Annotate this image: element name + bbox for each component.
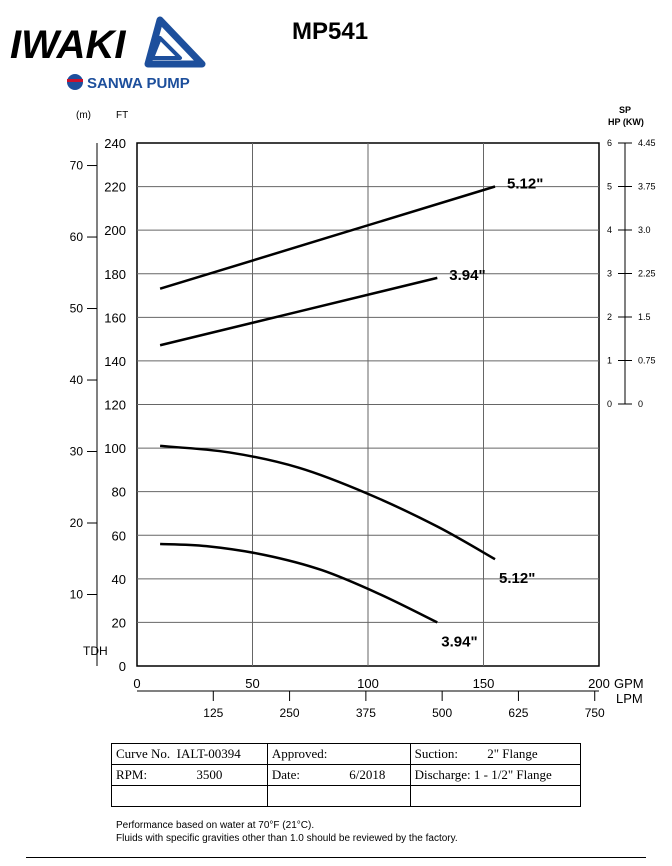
y-tick-label-ft: 20: [112, 615, 126, 630]
y-tick-label-m: 70: [70, 159, 84, 173]
suction-cell: Suction: 2" Flange: [409, 743, 582, 765]
brand-name: IWAKI: [10, 23, 126, 67]
rpm-value: 3500: [196, 767, 223, 782]
y-tick-label-ft: 100: [104, 441, 126, 456]
y-tick-label-m: 30: [70, 445, 84, 459]
date-label: Date:: [271, 767, 300, 782]
curve-label: 3.94": [441, 633, 477, 650]
y-tick-label-ft: 220: [104, 180, 126, 195]
hp-tick-label: 0: [607, 399, 612, 409]
kw-tick-label: 4.45: [638, 138, 656, 148]
discharge-label: Discharge:: [414, 767, 471, 782]
right-label-hp: HP (KW): [608, 117, 644, 127]
hp-tick-label: 2: [607, 312, 612, 322]
y-tick-label-ft: 0: [119, 659, 126, 674]
curve-label: 5.12": [507, 176, 543, 193]
x-tick-label-lpm: 750: [585, 706, 605, 720]
kw-tick-label: 0: [638, 399, 643, 409]
y-tick-label-m: 20: [70, 516, 84, 530]
head-curve-512: [159, 444, 496, 561]
approved-label: Approved:: [271, 746, 328, 761]
chart-title: MP541: [292, 18, 369, 45]
x-tick-label-lpm: 125: [203, 706, 223, 720]
iwaki-logo: IWAKI SANWA PUMP: [10, 16, 206, 92]
x-tick-label-gpm: 150: [473, 676, 495, 691]
x-tick-label-lpm: 250: [280, 706, 300, 720]
y-tick-label-ft: 160: [104, 310, 126, 325]
x-tick-label-lpm: 375: [356, 706, 376, 720]
performance-notes: Performance based on water at 70°F (21°C…: [116, 819, 458, 845]
x-tick-label-gpm: 0: [133, 676, 140, 691]
empty-cell-3: [409, 785, 582, 807]
discharge-value: 1 - 1/2" Flange: [473, 767, 552, 782]
x-tick-label-lpm: 500: [432, 706, 452, 720]
y-tick-label-ft: 240: [104, 136, 126, 151]
pump-curve-chart: (m) FT TDH SP HP (KW) GPM LPM 0204060801…: [70, 105, 656, 720]
kw-tick-label: 3.75: [638, 182, 656, 192]
head-curve-394: [160, 542, 438, 624]
x-tick-label-gpm: 100: [357, 676, 379, 691]
curve-no-label: Curve No.: [116, 746, 171, 761]
bottom-divider: [26, 857, 646, 858]
curve-no-value: IALT-00394: [176, 746, 241, 761]
hp-tick-label: 3: [607, 269, 612, 279]
y-tick-label-ft: 40: [112, 572, 126, 587]
y-tick-label-m: 10: [70, 588, 84, 602]
triangle-logo-icon: [144, 16, 206, 68]
x-tick-label-lpm: 625: [508, 706, 528, 720]
curve-label: 5.12": [499, 570, 535, 587]
y-tick-label-ft: 140: [104, 354, 126, 369]
date-value: 6/2018: [349, 767, 386, 782]
y-tick-label-m: 40: [70, 373, 84, 387]
brand-logo: IWAKI SANWA PUMP: [10, 8, 210, 105]
y-tick-label-m: 60: [70, 230, 84, 244]
note-line-2: Fluids with specific gravities other tha…: [116, 833, 458, 844]
note-line-1: Performance based on water at 70°F (21°C…: [116, 820, 315, 831]
curve-no-cell: Curve No. IALT-00394: [111, 743, 268, 765]
y-tick-label-m: 50: [70, 302, 84, 316]
x-unit-lpm: LPM: [616, 691, 643, 706]
brand-subname: SANWA PUMP: [87, 75, 190, 92]
date-cell: Date: 6/2018: [266, 764, 411, 786]
curves: 5.12" 3.94" 5.12" 3.94": [159, 176, 543, 650]
power-curve-512: [159, 185, 496, 290]
kw-tick-label: 0.75: [638, 356, 656, 366]
left-axis-name: TDH: [83, 644, 108, 658]
hp-tick-label: 5: [607, 182, 612, 192]
left-unit-ft: FT: [116, 110, 128, 121]
grid-lines: [136, 142, 600, 667]
left-unit-m: (m): [76, 110, 91, 121]
y-tick-label-ft: 80: [112, 485, 126, 500]
y-tick-label-ft: 180: [104, 267, 126, 282]
y-tick-label-ft: 60: [112, 528, 126, 543]
suction-value: 2" Flange: [487, 746, 538, 761]
discharge-cell: Discharge: 1 - 1/2" Flange: [409, 764, 582, 786]
x-tick-label-gpm: 50: [245, 676, 259, 691]
power-curve-394: [159, 276, 438, 347]
hp-tick-label: 4: [607, 225, 612, 235]
kw-tick-label: 3.0: [638, 225, 651, 235]
right-label-sp: SP: [619, 105, 631, 115]
y-tick-label-ft: 200: [104, 223, 126, 238]
sanwa-globe-icon: [67, 74, 83, 90]
suction-label: Suction:: [414, 746, 458, 761]
curve-label: 3.94": [449, 267, 485, 284]
x-tick-label-gpm: 200: [588, 676, 610, 691]
curve-info-table: Curve No. IALT-00394 Approved: Suction: …: [111, 743, 582, 807]
kw-tick-label: 1.5: [638, 312, 651, 322]
x-unit-gpm: GPM: [614, 676, 644, 691]
rpm-cell: RPM: 3500: [111, 764, 268, 786]
rpm-label: RPM:: [116, 767, 148, 782]
hp-tick-label: 1: [607, 356, 612, 366]
empty-cell-1: [111, 785, 268, 807]
approved-cell: Approved:: [266, 743, 411, 765]
kw-tick-label: 2.25: [638, 269, 656, 279]
hp-tick-label: 6: [607, 138, 612, 148]
y-tick-label-ft: 120: [104, 398, 126, 413]
empty-cell-2: [266, 785, 411, 807]
